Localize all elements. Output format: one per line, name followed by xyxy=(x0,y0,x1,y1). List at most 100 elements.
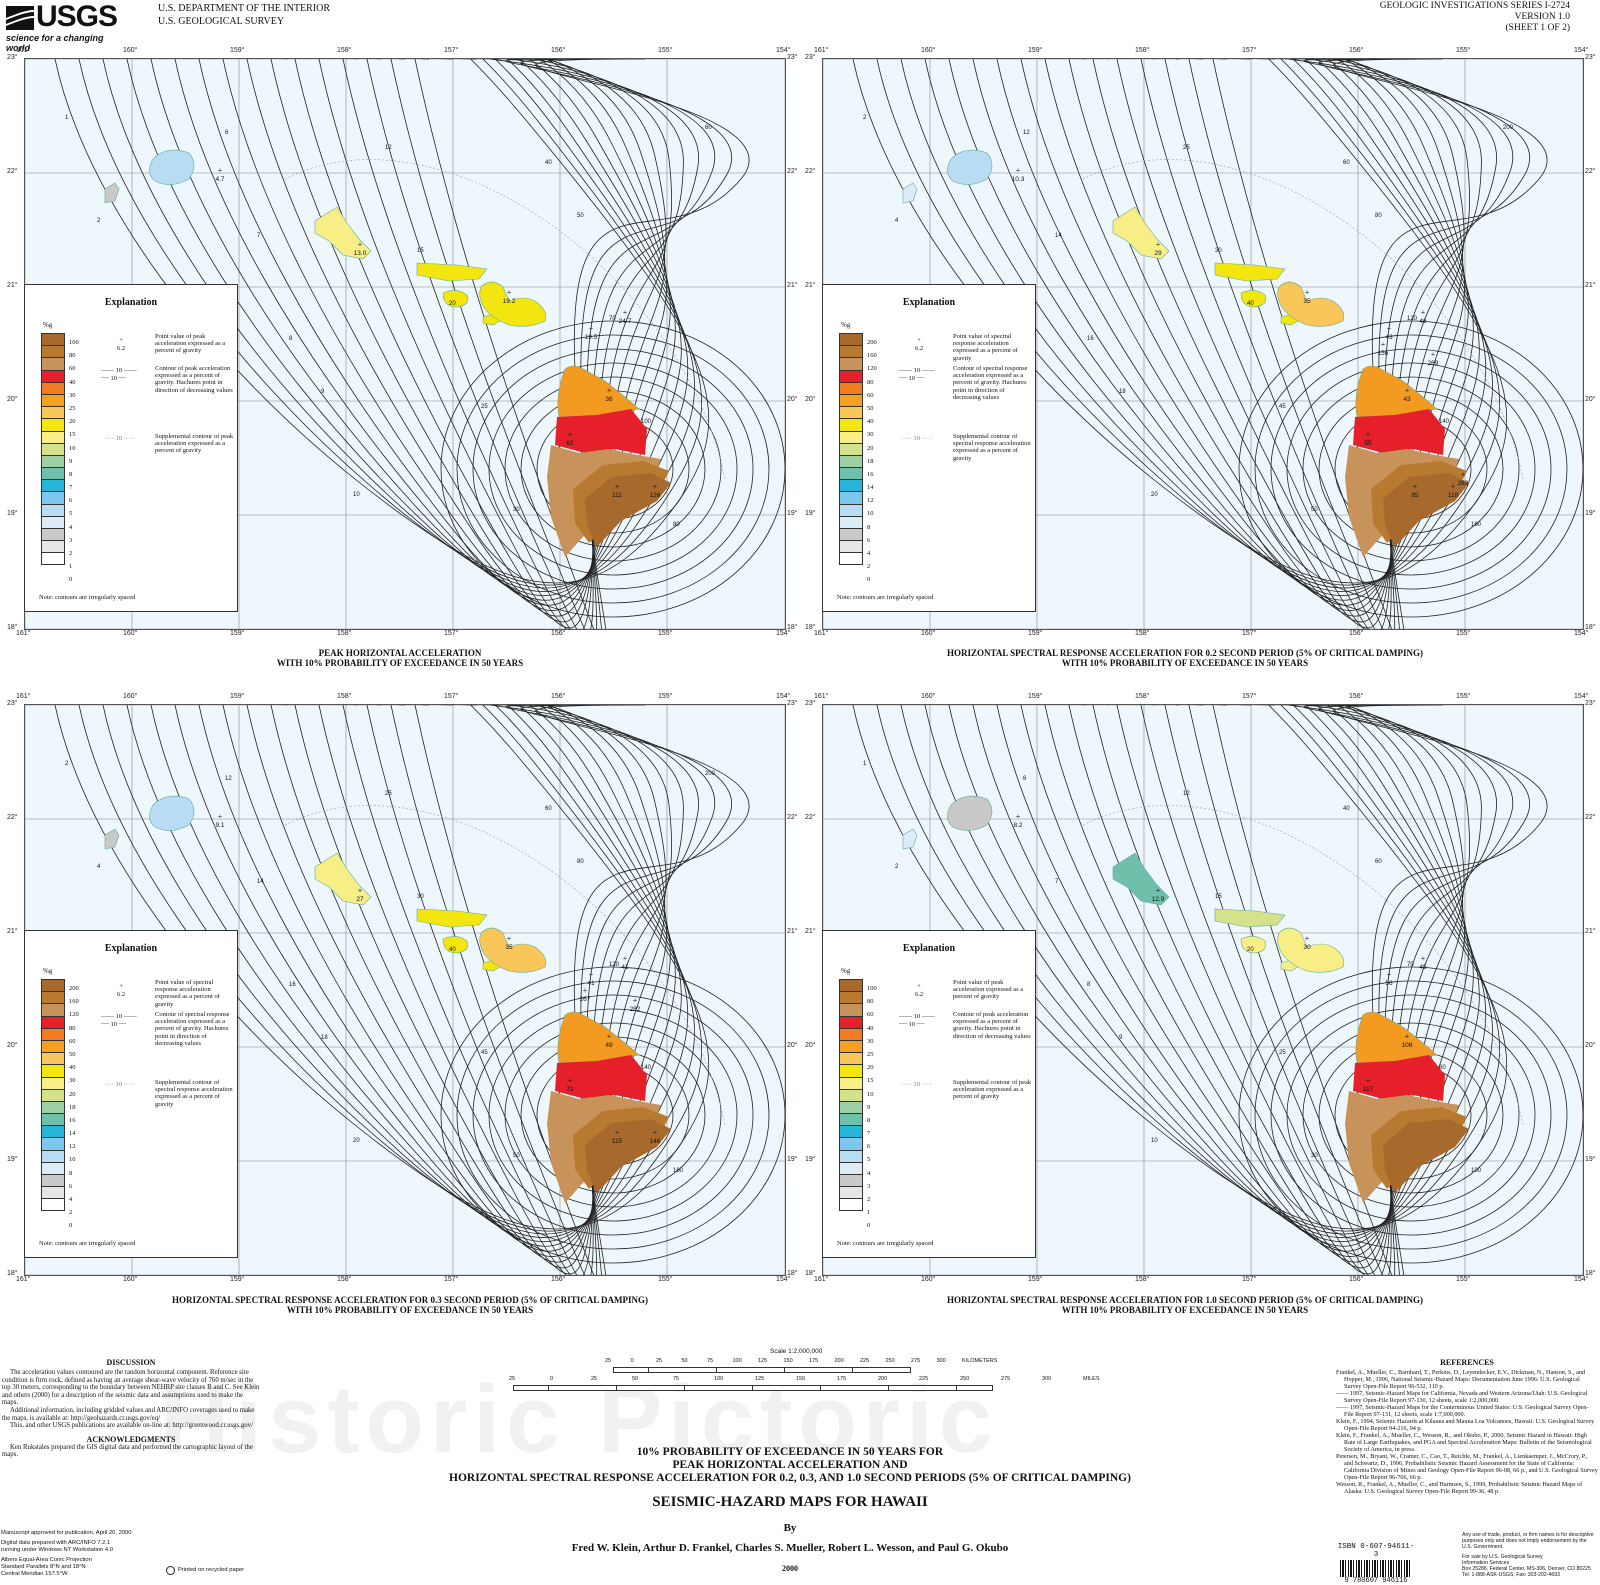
point-value: +118 xyxy=(1448,482,1459,499)
svg-text:146: 146 xyxy=(650,1138,661,1145)
latitude-tick: 21° xyxy=(1585,928,1596,935)
contour-label: 9 xyxy=(1119,1035,1123,1041)
contour-label: 1 xyxy=(863,761,867,767)
contour-label: 25 xyxy=(481,404,488,410)
reference-item: Wesson, R., Frankel, A., Mueller, C., an… xyxy=(1336,1481,1583,1495)
map-title-line-2: WITH 10% PROBABILITY OF EXCEEDANCE IN 50… xyxy=(1061,658,1309,668)
legend-swatch xyxy=(839,1174,863,1187)
svg-text:+: + xyxy=(218,812,223,821)
svg-text:8.2: 8.2 xyxy=(1013,822,1022,829)
legend-swatch xyxy=(41,467,65,480)
svg-text:29: 29 xyxy=(1154,250,1162,257)
longitude-tick: 155° xyxy=(1456,47,1471,54)
scale-tick: 175 xyxy=(837,1376,847,1382)
svg-text:+: + xyxy=(507,288,512,297)
island-hawaii-south-3 xyxy=(585,1119,671,1193)
legend-tick: 18 xyxy=(867,457,874,465)
longitude-tick: 161° xyxy=(814,693,829,700)
latitude-tick: 23° xyxy=(787,700,798,707)
island-molokai xyxy=(1214,908,1286,928)
point-description: Point value of peak acceleration express… xyxy=(155,333,226,355)
latitude-tick: 22° xyxy=(805,814,816,821)
point-value: +13.0 xyxy=(354,240,367,257)
longitude-tick: 154° xyxy=(1574,630,1589,637)
contour-description: Contour of spectral response acceleratio… xyxy=(155,1011,230,1047)
legend-unit: %g xyxy=(841,321,851,329)
point-value: +29 xyxy=(1154,240,1162,257)
longitude-tick: 156° xyxy=(1349,47,1364,54)
svg-text:85: 85 xyxy=(1411,492,1419,499)
longitude-tick: 156° xyxy=(551,47,566,54)
longitude-tick: 160° xyxy=(123,1276,138,1283)
point-value: +111 xyxy=(612,482,622,499)
legend-title: Explanation xyxy=(104,297,158,308)
latitude-tick: 23° xyxy=(1585,54,1596,61)
legend-swatch xyxy=(839,1003,863,1016)
scale-tick: 300 xyxy=(936,1358,946,1364)
legend-tick-labels: 100 80 60 40 30 25 20 15 10 9 8 7 6 5 4 3 2 1 0 xyxy=(69,339,79,590)
department-block: U.S. DEPARTMENT OF THE INTERIOR U.S. GEO… xyxy=(158,2,330,28)
longitude-tick: 158° xyxy=(337,1276,352,1283)
latitude-tick: 22° xyxy=(787,168,798,175)
contour-label: 14 xyxy=(1055,233,1062,239)
island-hawaii-mid xyxy=(1353,1055,1445,1101)
title-line-1: 10% PROBABILITY OF EXCEEDANCE IN 50 YEAR… xyxy=(636,1446,944,1458)
map-title-pga: PEAK HORIZONTAL ACCELERATION WITH 10% PRO… xyxy=(230,648,570,668)
mi-ticks: 25 0 25 50 75 100 125 150 175 200 225 250 275 300 MILE… xyxy=(509,1376,1100,1384)
longitude-tick: 159° xyxy=(1028,693,1043,700)
references-section: REFERENCES Frankel, A., Mueller, C., Bar… xyxy=(1336,1358,1598,1495)
contour-label: 50 xyxy=(513,1153,520,1159)
legend-tick: 60 xyxy=(69,1037,76,1045)
island-hawaii-north xyxy=(557,1011,640,1064)
scale-tick: 125 xyxy=(755,1376,765,1382)
legend-swatch xyxy=(839,369,863,382)
contour-label: 2 xyxy=(895,864,899,870)
contour-label: 25 xyxy=(385,791,392,797)
longitude-tick: 155° xyxy=(658,693,673,700)
legend-swatch xyxy=(41,552,65,565)
latitude-tick: 20° xyxy=(787,396,798,403)
legend-tick: 80 xyxy=(69,352,76,360)
contour-label: 8 xyxy=(1087,982,1091,988)
contour-description: Contour of peak acceleration expressed a… xyxy=(155,365,233,394)
legend-tick: 50 xyxy=(867,404,874,412)
legend-tick: 8 xyxy=(867,1116,871,1124)
point-value: +9.1 xyxy=(215,812,224,829)
svg-text:+: + xyxy=(1431,350,1436,359)
svg-text:+: + xyxy=(653,482,658,491)
supplemental-description: Supplemental contour of spectral respons… xyxy=(155,1079,233,1108)
longitude-tick: 157° xyxy=(444,1276,459,1283)
contour-label: 40 xyxy=(449,947,456,953)
contour-label: 20 xyxy=(1247,947,1254,953)
legend-swatch xyxy=(839,1149,863,1162)
scale-tick: 25 xyxy=(591,1376,598,1382)
legend-swatch xyxy=(41,1088,65,1101)
longitude-tick: 159° xyxy=(230,47,245,54)
latitude-tick: 21° xyxy=(7,928,18,935)
svg-text:115: 115 xyxy=(612,1138,623,1145)
legend-swatch xyxy=(839,357,863,370)
map-series-title: SEISMIC-HAZARD MAPS FOR HAWAII xyxy=(652,1494,928,1510)
point-description: Point value of spectral response acceler… xyxy=(155,979,220,1008)
longitude-tick: 154° xyxy=(1574,47,1589,54)
contour-label: 30 xyxy=(417,894,424,900)
scale-bar-block: Scale 1:2,000,000 25 0 25 50 75 100 125 150 175 2… xyxy=(505,1348,1105,1392)
longitude-tick: 154° xyxy=(776,1276,791,1283)
contour-label: 60 xyxy=(545,806,552,812)
contour-label: 16 xyxy=(289,982,296,988)
svg-text:55: 55 xyxy=(1364,440,1372,447)
reference-item: —— 1997, Seismic-Hazard Maps for Califor… xyxy=(1336,1390,1588,1404)
longitude-tick: 158° xyxy=(1135,630,1150,637)
digital-data-note-2: running under Windows NT Workstation 4.0 xyxy=(1,1547,113,1553)
longitude-tick: 161° xyxy=(814,630,829,637)
legend-tick: 50 xyxy=(69,1050,76,1058)
latitude-tick: 23° xyxy=(805,700,816,707)
latitude-tick: 20° xyxy=(7,396,18,403)
legend-tick: 14 xyxy=(69,1130,76,1138)
legend-tick: 200 xyxy=(867,339,877,346)
latitude-tick: 21° xyxy=(787,928,798,935)
point-value: +115 xyxy=(612,1128,623,1145)
svg-text:+: + xyxy=(607,386,612,395)
longitude-tick: 156° xyxy=(1349,1276,1364,1283)
legend-tick: 5 xyxy=(69,510,73,518)
